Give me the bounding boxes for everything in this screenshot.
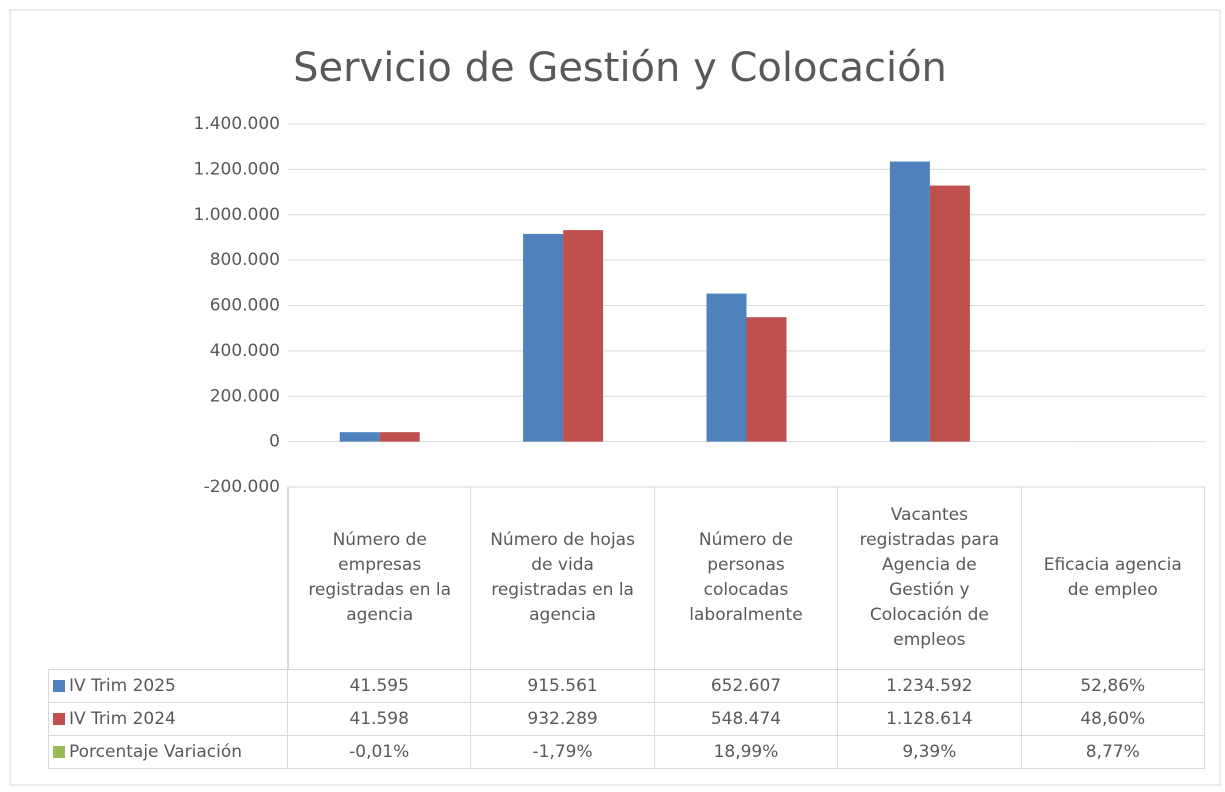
table-value: -1,79% xyxy=(471,736,655,769)
table-value: 41.598 xyxy=(288,703,472,736)
legend-label: IV Trim 2024 xyxy=(69,708,176,729)
bar xyxy=(339,432,380,442)
y-tick-label: 1.000.000 xyxy=(193,205,280,225)
category-label: Eficacia agencia de empleo xyxy=(1021,487,1205,670)
bar xyxy=(929,185,970,442)
y-tick-label: -200.000 xyxy=(204,477,280,497)
table-value: 915.561 xyxy=(471,670,655,703)
legend-swatch xyxy=(53,680,65,692)
table-value: 48,60% xyxy=(1021,703,1205,736)
y-tick-label: 0 xyxy=(269,432,280,452)
table-value: 932.289 xyxy=(471,703,655,736)
bar xyxy=(889,161,930,442)
y-tick-label: 1.400.000 xyxy=(193,114,280,134)
category-label: Número de empresas registradas en la age… xyxy=(288,487,472,670)
table-value: 52,86% xyxy=(1021,670,1205,703)
table-corner xyxy=(48,487,288,670)
data-table: Número de empresas registradas en la age… xyxy=(48,487,1205,769)
table-value: 41.595 xyxy=(288,670,472,703)
y-tick-label: 800.000 xyxy=(210,250,280,270)
bar xyxy=(746,317,787,442)
category-label: Número de hojas de vida registradas en l… xyxy=(471,487,655,670)
category-label: Vacantes registradas para Agencia de Ges… xyxy=(838,487,1022,670)
legend-entry: IV Trim 2025 xyxy=(48,670,288,703)
table-value: 548.474 xyxy=(654,703,839,736)
table-value: -0,01% xyxy=(288,736,472,769)
y-tick-label: 600.000 xyxy=(210,296,280,316)
y-tick-label: 200.000 xyxy=(210,386,280,406)
category-label: Número de personas colocadas laboralment… xyxy=(654,487,839,670)
bar xyxy=(379,432,420,442)
legend-swatch xyxy=(53,746,65,758)
chart-border xyxy=(9,9,1221,786)
y-tick-label: 400.000 xyxy=(210,341,280,361)
table-value: 18,99% xyxy=(654,736,839,769)
chart-title: Servicio de Gestión y Colocación xyxy=(293,45,947,91)
legend-label: Porcentaje Variación xyxy=(69,741,243,762)
bar xyxy=(523,233,564,442)
legend-label: IV Trim 2025 xyxy=(69,675,176,696)
table-value: 652.607 xyxy=(654,670,839,703)
y-tick-label: 1.200.000 xyxy=(193,159,280,179)
table-value: 1.128.614 xyxy=(838,703,1022,736)
bar xyxy=(563,230,604,442)
bar xyxy=(706,293,747,442)
legend-entry: IV Trim 2024 xyxy=(48,703,288,736)
table-value: 8,77% xyxy=(1021,736,1205,769)
legend-swatch xyxy=(53,713,65,725)
table-value: 9,39% xyxy=(838,736,1022,769)
legend-entry: Porcentaje Variación xyxy=(48,736,288,769)
table-value: 1.234.592 xyxy=(838,670,1022,703)
